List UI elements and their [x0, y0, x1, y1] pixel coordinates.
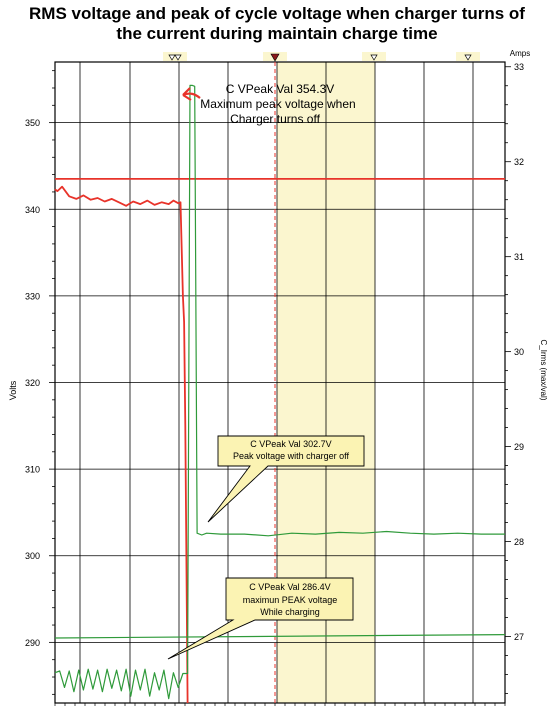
annotation-1-line-2: Charger turns off — [230, 112, 320, 126]
y-left-tick-label-1: 340 — [25, 205, 40, 215]
callout-3-line-0: C VPeak Val 286.4V — [249, 582, 330, 592]
callout-3-line-2: While charging — [260, 607, 320, 617]
series-line-0 — [54, 185, 189, 704]
cursor-marker-bg-0 — [163, 52, 187, 61]
y-left-tick-label-6: 290 — [25, 638, 40, 648]
y-left-tick-label-0: 350 — [25, 118, 40, 128]
y-right-tick-label-6: 27 — [514, 632, 524, 642]
y-right-tick-label-3: 30 — [514, 347, 524, 357]
y-left-tick-label-4: 310 — [25, 465, 40, 475]
chart-title-line2: the current during maintain charge time — [116, 24, 438, 43]
annotation-arrow-head-1 — [182, 87, 192, 101]
annotation-1-line-0: C VPeak Val 354.3V — [226, 82, 335, 96]
annotation-1-line-1: Maximum peak voltage when — [200, 97, 355, 111]
callout-box-3 — [167, 577, 354, 660]
callout-2-line-0: C VPeak Val 302.7V — [250, 439, 331, 449]
series-line-2 — [54, 84, 505, 700]
y-right-axis-label: C_Irms (max/val) — [539, 340, 548, 401]
callout-2-line-1: Peak voltage with charger off — [233, 451, 349, 461]
y-left-tick-label-5: 300 — [25, 551, 40, 561]
callout-3-line-1: maximun PEAK voltage — [243, 595, 338, 605]
cursor-marker-1 — [370, 54, 378, 61]
y-left-tick-label-3: 320 — [25, 378, 40, 388]
cursor-marker-0 — [168, 54, 176, 61]
y-left-axis: 350 340 330 320 310 300 290 Volts — [8, 70, 55, 695]
series-line-3 — [54, 633, 506, 639]
callout-box-2 — [207, 435, 365, 523]
cursor-marker-2 — [464, 54, 472, 61]
y-right-unit-label: Amps — [510, 49, 530, 58]
y-left-tick-label-2: 330 — [25, 291, 40, 301]
y-right-axis: 33 32 31 30 29 28 27 Amps C_Irms (max/val) — [505, 49, 548, 694]
y-left-axis-label: Volts — [8, 380, 18, 400]
cursor-active-marker — [270, 53, 280, 62]
cursor-marker-0 — [174, 54, 182, 61]
y-right-tick-label-5: 28 — [514, 537, 524, 547]
y-right-tick-label-2: 31 — [514, 252, 524, 262]
y-right-tick-label-0: 33 — [514, 62, 524, 72]
y-right-tick-label-1: 32 — [514, 157, 524, 167]
y-right-tick-label-4: 29 — [514, 442, 524, 452]
chart-title-line1: RMS voltage and peak of cycle voltage wh… — [29, 4, 525, 23]
